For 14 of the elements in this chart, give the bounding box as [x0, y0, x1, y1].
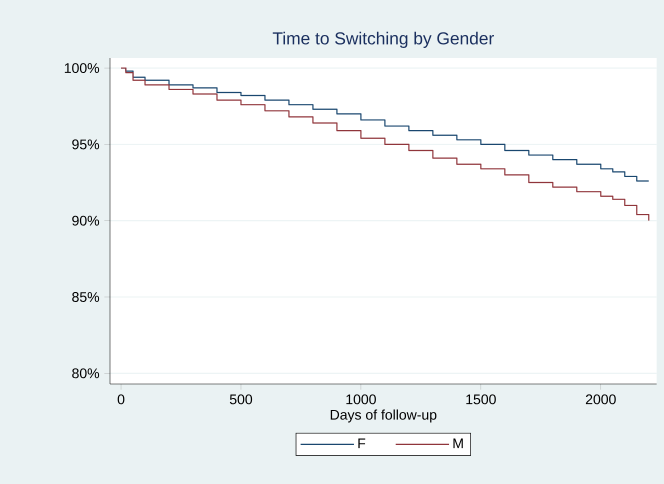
x-tick-label: 500 — [230, 394, 252, 404]
y-tick-label: 85% — [72, 292, 100, 302]
x-tick-label: 0 — [118, 394, 124, 404]
x-tick-label: 1000 — [346, 394, 376, 404]
x-tick-label: 2000 — [586, 394, 616, 404]
legend-label: F — [358, 438, 366, 448]
x-tick-label: 1500 — [466, 394, 496, 404]
x-axis-title: Days of follow-up — [330, 409, 436, 423]
chart-title: Time to Switching by Gender — [272, 32, 494, 48]
y-tick-label: 80% — [72, 368, 100, 378]
y-tick-label: 100% — [64, 63, 100, 74]
legend-label: M — [453, 438, 463, 448]
y-tick-label: 95% — [72, 139, 100, 150]
y-tick-label: 90% — [72, 216, 100, 226]
